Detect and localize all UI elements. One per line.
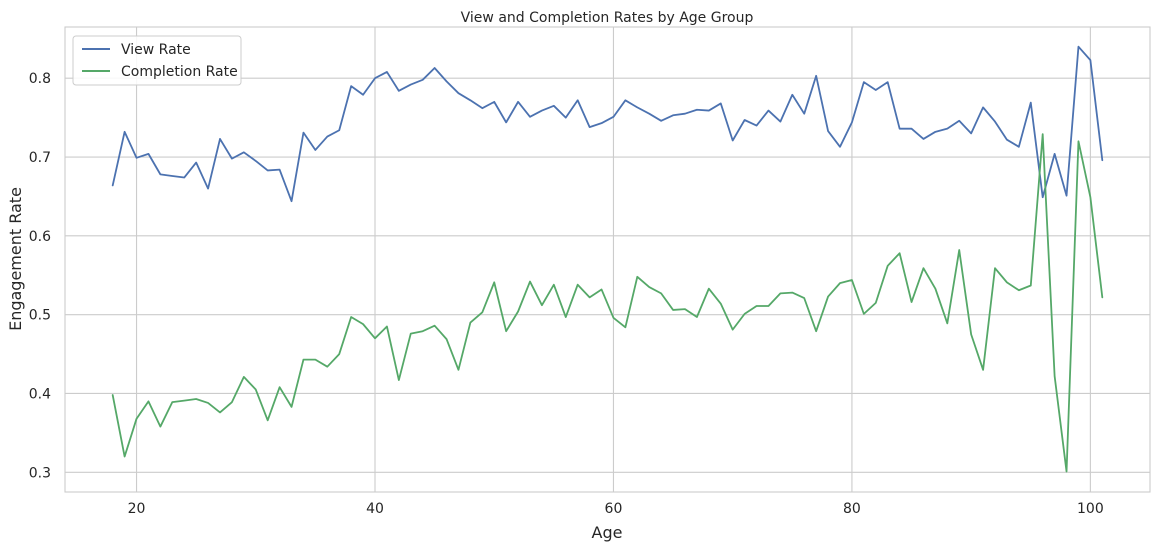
series-line-completion-rate: [111, 133, 1104, 473]
y-axis-label: Engagement Rate: [6, 187, 25, 331]
y-tick-label: 0.6: [29, 229, 51, 245]
y-tick-label: 0.4: [29, 386, 51, 402]
y-tick-label: 0.8: [29, 71, 51, 87]
y-tick-label: 0.3: [29, 465, 51, 481]
x-tick-label: 40: [366, 501, 384, 517]
series-lines: [111, 45, 1104, 473]
legend: View Rate Completion Rate: [72, 35, 242, 86]
y-tick-label: 0.7: [29, 150, 51, 166]
tick-labels: 20 40 60 80 100 0.3 0.4 0.5 0.6 0.7 0.8: [29, 71, 1104, 517]
y-tick-label: 0.5: [29, 308, 51, 324]
legend-box: [72, 35, 242, 86]
x-axis-label: Age: [592, 523, 623, 542]
chart-title: View and Completion Rates by Age Group: [461, 10, 754, 26]
x-tick-label: 100: [1077, 501, 1104, 517]
x-tick-label: 60: [605, 501, 623, 517]
x-tick-label: 20: [128, 501, 146, 517]
x-tick-label: 80: [843, 501, 861, 517]
series-line-view-rate: [111, 45, 1104, 203]
plot-background: [65, 27, 1150, 492]
legend-label-completion-rate: Completion Rate: [121, 64, 238, 80]
legend-label-view-rate: View Rate: [121, 42, 191, 58]
grid-lines: [65, 27, 1150, 492]
plot-frame: [64, 26, 1151, 493]
